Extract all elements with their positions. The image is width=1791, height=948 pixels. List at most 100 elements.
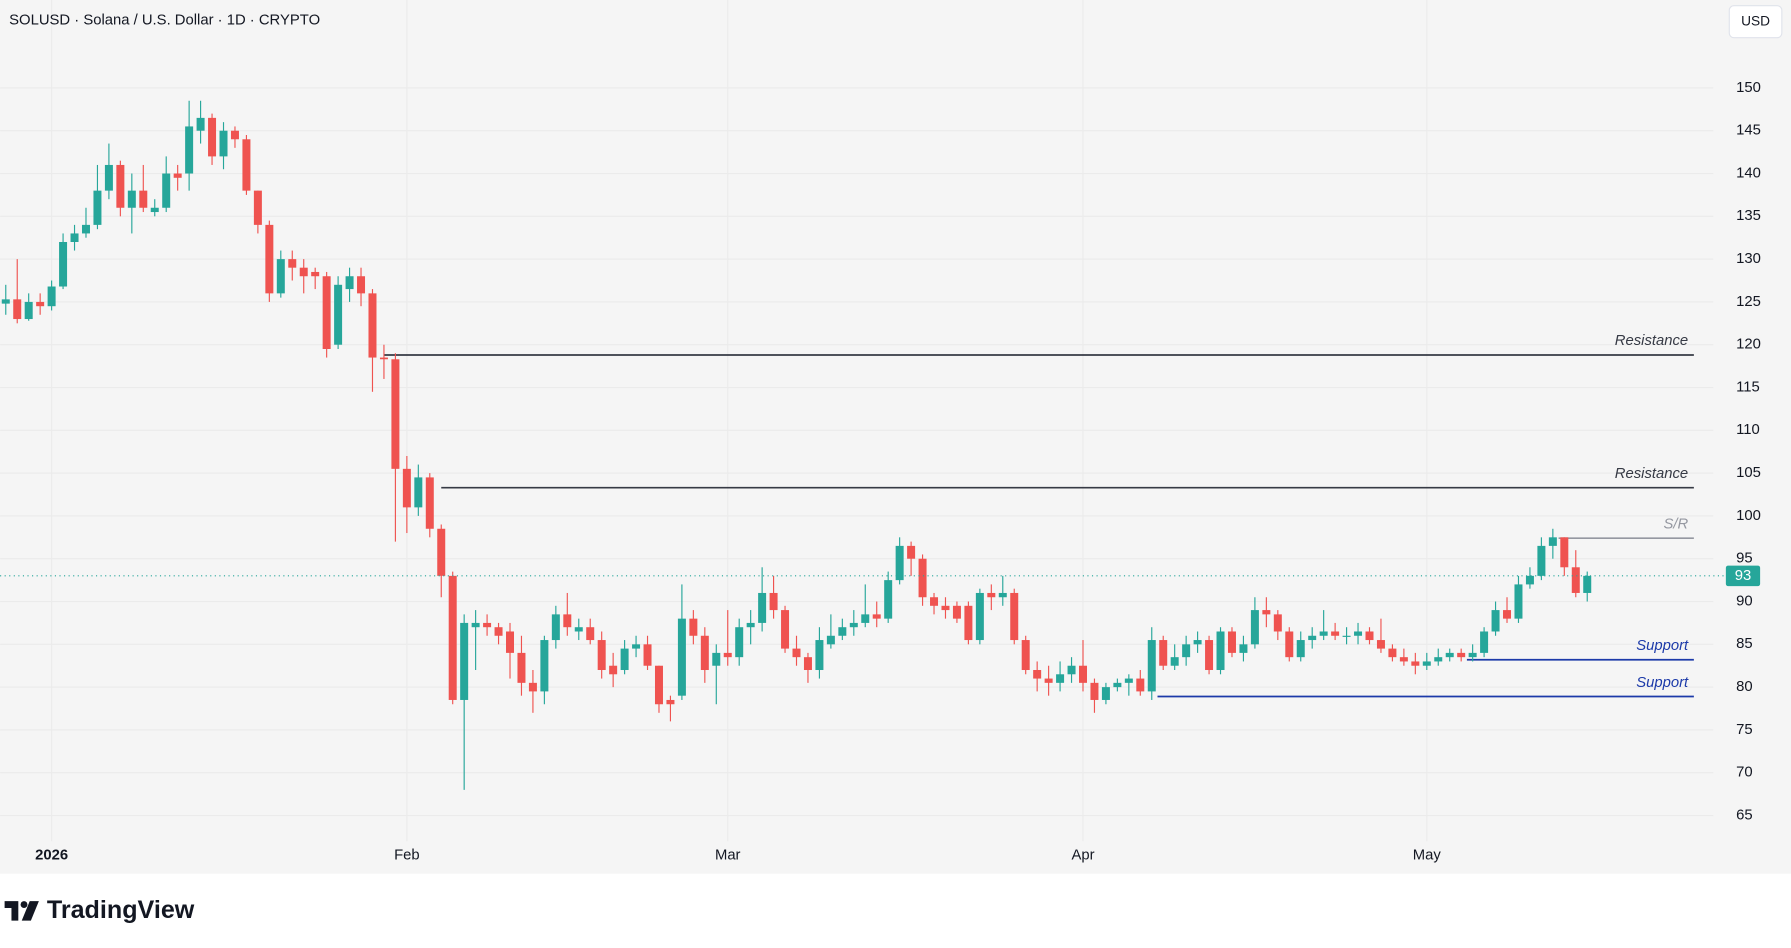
candle-body: [311, 271, 320, 277]
candle-body: [357, 276, 366, 294]
y-tick-label: 95: [1736, 551, 1753, 567]
candle-body: [1365, 631, 1374, 641]
y-tick-label: 145: [1736, 123, 1761, 139]
candle-body: [208, 117, 217, 157]
candle-body: [425, 477, 434, 529]
candle-body: [299, 267, 308, 277]
y-tick-label: 85: [1736, 636, 1753, 652]
candle-body: [654, 665, 663, 705]
candle-body: [437, 528, 446, 576]
brand-name: TradingView: [47, 896, 195, 924]
candle-body: [150, 207, 159, 213]
candle-body: [93, 190, 102, 225]
candle-body: [895, 545, 904, 581]
candle-body: [1503, 610, 1512, 619]
x-tick-label: Feb: [394, 847, 420, 863]
candle-body: [1376, 640, 1385, 649]
candle-body: [1296, 640, 1305, 658]
candle-body: [1124, 678, 1133, 683]
candle-body: [643, 644, 652, 666]
candle-body: [116, 164, 125, 208]
y-tick-label: 80: [1736, 679, 1753, 695]
candle-body: [1445, 652, 1454, 658]
candle-body: [334, 284, 343, 345]
y-tick-label: 120: [1736, 337, 1761, 353]
logo-dot: [20, 901, 28, 909]
candle-body: [1457, 652, 1466, 658]
y-tick-label: 75: [1736, 722, 1753, 738]
candle-body: [1560, 537, 1569, 568]
candle-body: [414, 477, 423, 508]
candle-body: [1113, 682, 1122, 688]
candle-body: [127, 190, 136, 208]
candle-body: [1262, 610, 1271, 615]
candle-body: [563, 614, 572, 628]
candle-body: [1250, 610, 1259, 645]
level-label: Resistance: [1615, 466, 1688, 482]
candle-body: [586, 627, 595, 641]
candle-body: [574, 627, 583, 632]
candle-body: [1319, 631, 1328, 636]
y-tick-label: 125: [1736, 294, 1761, 310]
candle-body: [494, 627, 503, 636]
candle-body: [173, 173, 182, 178]
chart-title: SOLUSD · Solana / U.S. Dollar · 1D · CRY…: [9, 12, 320, 28]
candle-body: [700, 635, 709, 671]
candle-body: [1285, 631, 1294, 658]
level-label: Support: [1636, 638, 1689, 654]
candle-body: [448, 575, 457, 700]
candle-body: [1193, 640, 1202, 645]
candle-body: [941, 605, 950, 611]
candle-body: [1411, 661, 1420, 666]
candle-body: [666, 699, 675, 705]
candle-body: [609, 665, 618, 675]
candle-body: [460, 622, 469, 700]
levels: Resistance Resistance S/R Support Support: [383, 333, 1694, 698]
candle-body: [1525, 575, 1534, 585]
candle-body: [1354, 631, 1363, 636]
candle-body: [402, 468, 411, 508]
candle-body: [185, 126, 194, 174]
candle-body: [540, 640, 549, 692]
candle-body: [872, 614, 881, 619]
candle-body: [907, 545, 916, 559]
currency-label[interactable]: USD: [1741, 13, 1770, 28]
candle-body: [1583, 575, 1592, 593]
candle-body: [13, 299, 22, 320]
candle-body: [1, 299, 10, 304]
candle-body: [1182, 644, 1191, 658]
candle-body: [506, 631, 515, 653]
candle-body: [1090, 682, 1099, 700]
candle-body: [81, 224, 90, 234]
candle-body: [242, 139, 251, 191]
candle-body: [815, 640, 824, 671]
candle-body: [1159, 640, 1168, 666]
candle-body: [677, 618, 686, 696]
candle-body: [918, 558, 927, 598]
candle-body: [620, 648, 629, 671]
candle-body: [1170, 657, 1179, 666]
y-tick-label: 105: [1736, 465, 1761, 481]
level-label: S/R: [1663, 516, 1688, 532]
candle-body: [861, 614, 870, 623]
candle-body: [219, 130, 228, 157]
candle-body: [104, 164, 113, 191]
candle-body: [975, 592, 984, 641]
candle-body: [528, 682, 537, 692]
candle-body: [391, 359, 400, 469]
y-tick-label: 115: [1736, 379, 1760, 395]
candle-body: [952, 605, 961, 619]
candle-body: [345, 276, 354, 290]
candle-body: [597, 640, 606, 671]
candle-body: [1468, 652, 1477, 658]
candle-body: [253, 190, 262, 225]
candle-body: [1033, 670, 1042, 679]
candle-body: [139, 190, 148, 208]
candle-body: [964, 605, 973, 641]
currency-button[interactable]: [1728, 5, 1783, 39]
candle-body: [1537, 545, 1546, 576]
candle-body: [196, 117, 205, 131]
level-label: Resistance: [1615, 333, 1688, 349]
candle-body: [59, 241, 68, 287]
